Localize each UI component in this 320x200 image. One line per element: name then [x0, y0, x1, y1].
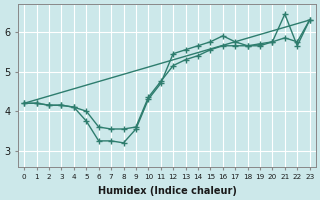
X-axis label: Humidex (Indice chaleur): Humidex (Indice chaleur) [98, 186, 236, 196]
